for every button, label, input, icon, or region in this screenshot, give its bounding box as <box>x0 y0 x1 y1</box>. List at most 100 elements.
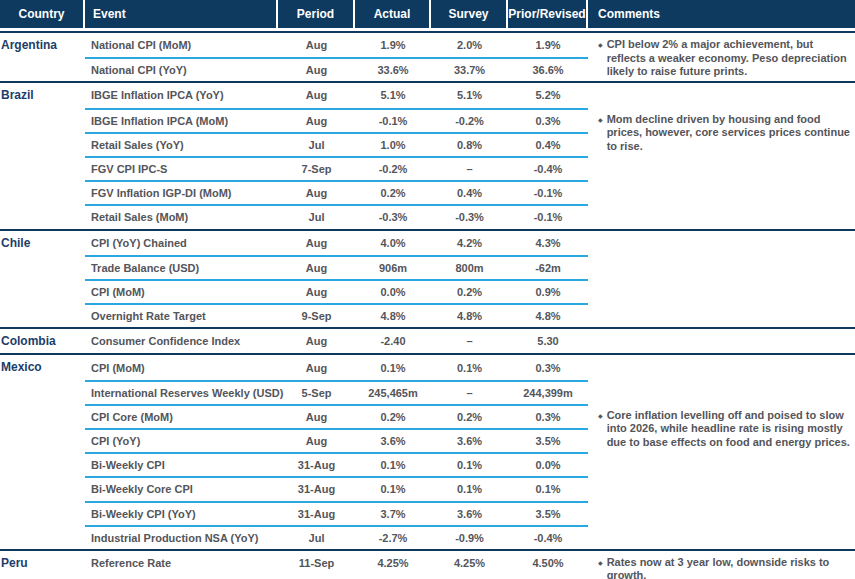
actual-cell: 3.6% <box>355 435 431 447</box>
prior-cell: 0.3% <box>508 115 588 127</box>
event-rows: Reference Rate 11-Sep 4.25% 4.25% 4.50% <box>85 551 588 579</box>
prior-cell: -0.4% <box>508 532 588 544</box>
country-label: Colombia <box>0 329 85 353</box>
period-cell: Aug <box>278 115 355 127</box>
column-header-period: Period <box>278 0 355 28</box>
survey-cell: – <box>431 163 508 175</box>
prior-cell: 0.1% <box>508 483 588 495</box>
survey-cell: 3.6% <box>431 435 508 447</box>
actual-cell: 0.1% <box>355 459 431 471</box>
event-cell: International Reserves Weekly (USD) <box>85 387 278 399</box>
comment-cell: ◆ CPI below 2% a major achievement, but … <box>588 33 855 81</box>
period-cell: 5-Sep <box>278 387 355 399</box>
prior-cell: 0.3% <box>508 411 588 423</box>
period-cell: Jul <box>278 139 355 151</box>
bullet-diamond-icon: ◆ <box>598 117 603 123</box>
period-cell: Aug <box>278 286 355 298</box>
country-group: Brazil IBGE Inflation IPCA (YoY) Aug 5.1… <box>0 83 855 230</box>
table-row: IBGE Inflation IPCA (YoY) Aug 5.1% 5.1% … <box>85 83 588 107</box>
survey-cell: 4.8% <box>431 310 508 322</box>
survey-cell: 3.6% <box>431 508 508 520</box>
event-cell: Reference Rate <box>85 557 278 569</box>
event-cell: IBGE Inflation IPCA (YoY) <box>85 89 278 101</box>
table-row: Overnight Rate Target 9-Sep 4.8% 4.8% 4.… <box>85 303 588 327</box>
table-row: Consumer Confidence Index Aug -2.40 – 5.… <box>85 329 588 353</box>
event-cell: FGV Inflation IGP-DI (MoM) <box>85 187 278 199</box>
table-row: Industrial Production NSA (YoY) Jul -2.7… <box>85 525 588 549</box>
period-cell: Aug <box>278 435 355 447</box>
period-cell: Aug <box>278 362 355 374</box>
prior-cell: 36.6% <box>508 64 588 76</box>
comment-cell: ◆ Rates now at 3 year low, downside risk… <box>588 551 855 579</box>
period-cell: Aug <box>278 237 355 249</box>
actual-cell: 3.7% <box>355 508 431 520</box>
survey-cell: – <box>431 387 508 399</box>
table-row: CPI (YoY) Chained Aug 4.0% 4.2% 4.3% <box>85 231 588 255</box>
event-rows: Consumer Confidence Index Aug -2.40 – 5.… <box>85 329 588 353</box>
survey-cell: 2.0% <box>431 39 508 51</box>
country-group: Argentina National CPI (MoM) Aug 1.9% 2.… <box>0 33 855 83</box>
bullet-diamond-icon: ◆ <box>598 560 603 566</box>
period-cell: 11-Sep <box>278 557 355 569</box>
actual-cell: 0.2% <box>355 411 431 423</box>
economic-calendar-table: Country Event Period Actual Survey Prior… <box>0 0 855 579</box>
prior-cell: 3.5% <box>508 508 588 520</box>
survey-cell: 4.25% <box>431 557 508 569</box>
period-cell: Aug <box>278 89 355 101</box>
column-header-survey: Survey <box>431 0 508 28</box>
event-rows: National CPI (MoM) Aug 1.9% 2.0% 1.9% Na… <box>85 33 588 81</box>
prior-cell: 244,399m <box>508 387 588 399</box>
actual-cell: 4.25% <box>355 557 431 569</box>
prior-cell: -0.1% <box>508 211 588 223</box>
comment-text: Rates now at 3 year low, downside risks … <box>607 556 855 579</box>
column-header-country: Country <box>0 0 85 28</box>
event-cell: Overnight Rate Target <box>85 310 278 322</box>
event-cell: Trade Balance (USD) <box>85 262 278 274</box>
period-cell: Aug <box>278 187 355 199</box>
table-row: IBGE Inflation IPCA (MoM) Aug -0.1% -0.2… <box>85 108 588 132</box>
comment-text: CPI below 2% a major achievement, but re… <box>607 38 855 79</box>
table-row: CPI (MoM) Aug 0.1% 0.1% 0.3% <box>85 355 588 379</box>
period-cell: Aug <box>278 39 355 51</box>
comment-text: Mom decline driven by housing and food p… <box>607 113 855 154</box>
event-rows: IBGE Inflation IPCA (YoY) Aug 5.1% 5.1% … <box>85 83 588 228</box>
event-cell: FGV CPI IPC-S <box>85 163 278 175</box>
column-header-comments: Comments <box>588 0 855 28</box>
actual-cell: 245,465m <box>355 387 431 399</box>
survey-cell: -0.2% <box>431 115 508 127</box>
event-cell: Retail Sales (MoM) <box>85 211 278 223</box>
survey-cell: 0.2% <box>431 411 508 423</box>
actual-cell: -2.7% <box>355 532 431 544</box>
period-cell: Jul <box>278 211 355 223</box>
event-rows: CPI (YoY) Chained Aug 4.0% 4.2% 4.3% Tra… <box>85 231 588 328</box>
table-body: Argentina National CPI (MoM) Aug 1.9% 2.… <box>0 31 855 579</box>
prior-cell: -0.1% <box>508 187 588 199</box>
actual-cell: 0.0% <box>355 286 431 298</box>
actual-cell: -2.40 <box>355 335 431 347</box>
table-row: Bi-Weekly CPI 31-Aug 0.1% 0.1% 0.0% <box>85 452 588 476</box>
event-cell: Bi-Weekly Core CPI <box>85 483 278 495</box>
event-cell: CPI (MoM) <box>85 362 278 374</box>
period-cell: Aug <box>278 335 355 347</box>
country-label: Peru <box>0 551 85 579</box>
comment-text: Core inflation levelling off and poised … <box>607 409 855 450</box>
event-cell: Consumer Confidence Index <box>85 335 278 347</box>
comment-cell: ◆ Mom decline driven by housing and food… <box>588 83 855 228</box>
actual-cell: 906m <box>355 262 431 274</box>
table-row: CPI (YoY) Aug 3.6% 3.6% 3.5% <box>85 428 588 452</box>
country-label: Argentina <box>0 33 85 81</box>
column-header-prior-revised: Prior/Revised <box>508 0 588 28</box>
event-cell: Bi-Weekly CPI (YoY) <box>85 508 278 520</box>
actual-cell: 4.0% <box>355 237 431 249</box>
actual-cell: 4.8% <box>355 310 431 322</box>
actual-cell: -0.1% <box>355 115 431 127</box>
table-row: National CPI (YoY) Aug 33.6% 33.7% 36.6% <box>85 57 588 81</box>
survey-cell: -0.3% <box>431 211 508 223</box>
prior-cell: 0.9% <box>508 286 588 298</box>
prior-cell: 4.8% <box>508 310 588 322</box>
country-group: Mexico CPI (MoM) Aug 0.1% 0.1% 0.3% Inte… <box>0 355 855 551</box>
event-cell: National CPI (YoY) <box>85 64 278 76</box>
survey-cell: 800m <box>431 262 508 274</box>
prior-cell: 4.3% <box>508 237 588 249</box>
event-cell: CPI (YoY) <box>85 435 278 447</box>
